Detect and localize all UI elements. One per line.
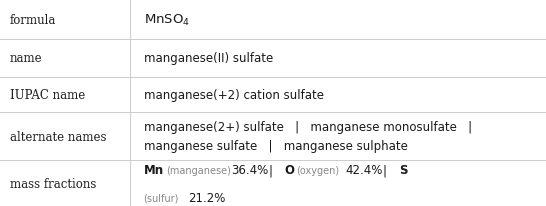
Text: MnSO$_4$: MnSO$_4$ bbox=[144, 13, 189, 28]
Text: |: | bbox=[268, 164, 272, 176]
Text: (manganese): (manganese) bbox=[167, 165, 232, 175]
Text: 36.4%: 36.4% bbox=[231, 164, 268, 176]
Text: O: O bbox=[284, 164, 294, 176]
Text: |: | bbox=[383, 164, 387, 176]
Text: 42.4%: 42.4% bbox=[346, 164, 383, 176]
Text: Mn: Mn bbox=[144, 164, 164, 176]
Text: 21.2%: 21.2% bbox=[188, 191, 225, 204]
Text: S: S bbox=[399, 164, 408, 176]
Text: manganese(II) sulfate: manganese(II) sulfate bbox=[144, 52, 273, 65]
Text: formula: formula bbox=[10, 14, 56, 27]
Text: name: name bbox=[10, 52, 43, 65]
Text: alternate names: alternate names bbox=[10, 130, 106, 143]
Text: (sulfur): (sulfur) bbox=[144, 192, 179, 202]
Text: IUPAC name: IUPAC name bbox=[10, 88, 85, 101]
Text: mass fractions: mass fractions bbox=[10, 177, 96, 190]
Text: manganese(+2) cation sulfate: manganese(+2) cation sulfate bbox=[144, 88, 324, 101]
Text: manganese(2+) sulfate   |   manganese monosulfate   |
manganese sulfate   |   ma: manganese(2+) sulfate | manganese monosu… bbox=[144, 121, 472, 152]
Text: (oxygen): (oxygen) bbox=[296, 165, 340, 175]
